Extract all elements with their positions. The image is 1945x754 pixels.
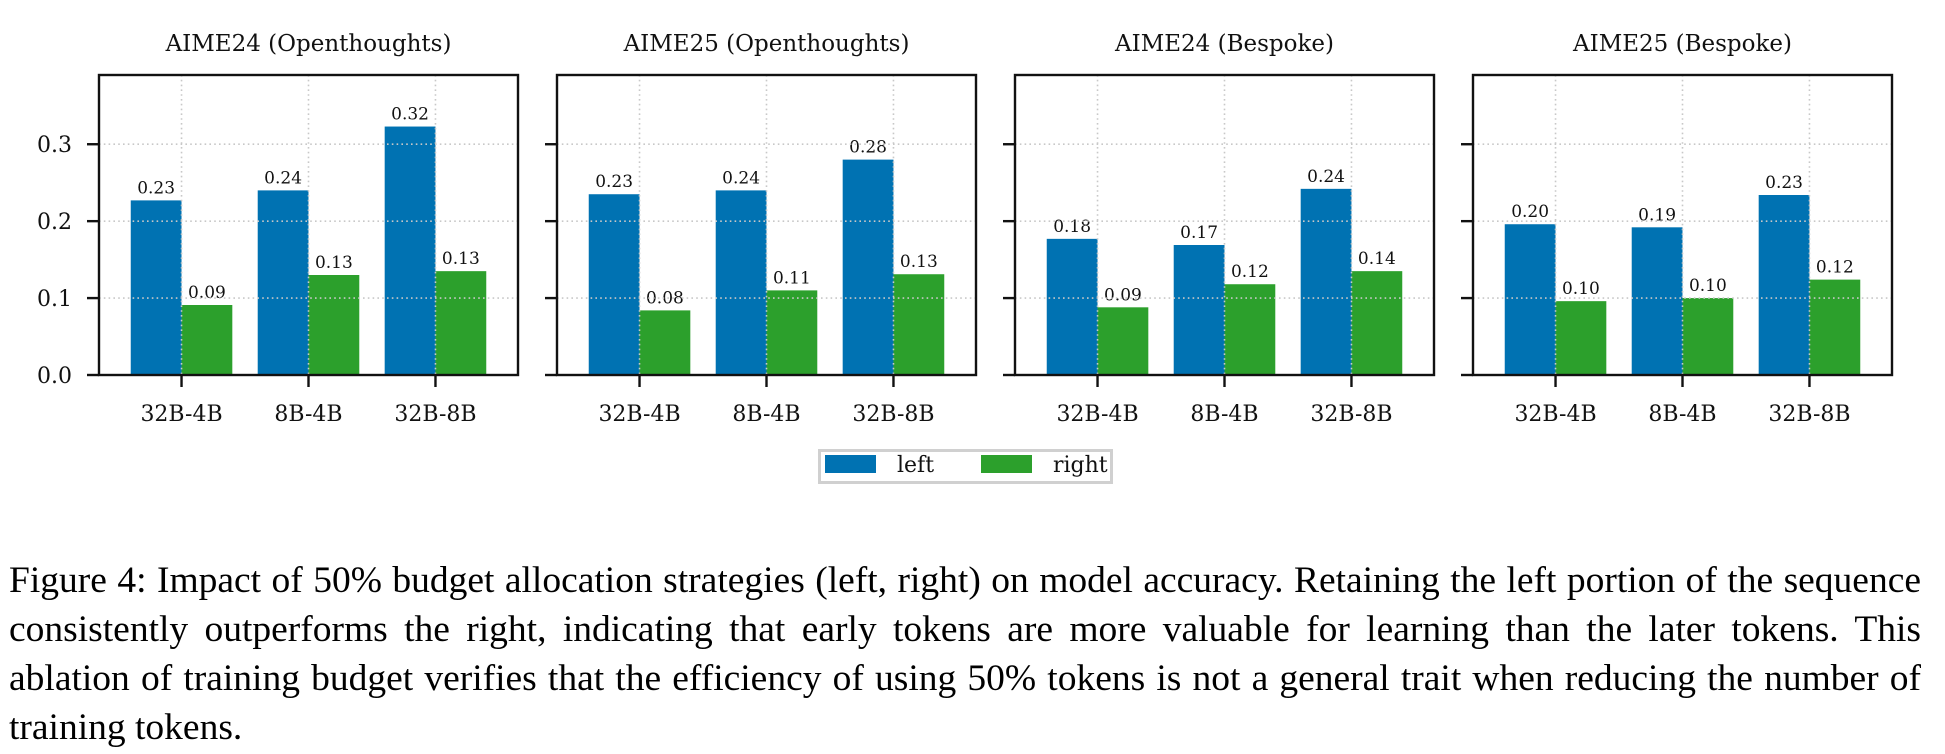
value-label: 0.11 bbox=[773, 268, 811, 288]
bar-left-8B-4B bbox=[1631, 227, 1683, 375]
bar-right-32B-4B bbox=[639, 310, 691, 375]
bar-left-32B-8B bbox=[384, 126, 436, 376]
bar-right-8B-4B bbox=[766, 290, 818, 375]
bar-right-32B-4B bbox=[181, 305, 233, 375]
bar-left-8B-4B bbox=[1173, 245, 1225, 375]
figure-caption: Figure 4: Impact of 50% budget allocatio… bbox=[9, 560, 1921, 748]
bar-left-8B-4B bbox=[715, 190, 767, 375]
y-tick-label: 0.3 bbox=[37, 133, 72, 158]
subplot-title: AIME25 (Openthoughts) bbox=[623, 31, 910, 57]
bar-left-32B-8B bbox=[1758, 195, 1810, 375]
value-label: 0.23 bbox=[137, 178, 175, 198]
legend-label-left: left bbox=[897, 453, 934, 478]
value-label: 0.24 bbox=[722, 168, 760, 188]
subplot-grid: AIME24 (Openthoughts) 0.23 0.24 0.32 0.09 0.1… bbox=[37, 31, 1894, 427]
subplot-2: AIME25 (Openthoughts) 0.23 0.24 0.28 0.08 0.1… bbox=[545, 31, 978, 427]
legend-swatch-left bbox=[825, 455, 876, 473]
x-tick-label: 32B-8B bbox=[394, 402, 476, 427]
value-label: 0.12 bbox=[1231, 262, 1269, 282]
value-label: 0.23 bbox=[1765, 173, 1803, 193]
bar-left-32B-4B bbox=[130, 200, 182, 375]
x-tick-label: 32B-8B bbox=[1768, 402, 1850, 427]
value-label: 0.20 bbox=[1511, 202, 1549, 222]
bar-right-32B-8B bbox=[1809, 279, 1861, 375]
value-label: 0.28 bbox=[849, 138, 887, 158]
bar-left-32B-4B bbox=[1046, 238, 1098, 375]
bar-left-32B-4B bbox=[588, 194, 640, 375]
x-tick-label: 8B-4B bbox=[274, 402, 342, 427]
value-label: 0.17 bbox=[1180, 223, 1218, 243]
value-label: 0.13 bbox=[900, 252, 938, 272]
x-tick-label: 8B-4B bbox=[732, 402, 800, 427]
value-label: 0.13 bbox=[442, 249, 480, 269]
bar-left-32B-4B bbox=[1504, 224, 1556, 375]
value-label: 0.09 bbox=[1104, 285, 1142, 305]
bar-right-32B-8B bbox=[893, 274, 945, 375]
subplot-1: AIME24 (Openthoughts) 0.23 0.24 0.32 0.09 0.1… bbox=[37, 31, 520, 427]
figure-chart: AIME24 (Openthoughts) 0.23 0.24 0.32 0.09 0.1… bbox=[37, 31, 1894, 484]
value-label: 0.10 bbox=[1562, 279, 1600, 299]
x-tick-label: 32B-8B bbox=[852, 402, 934, 427]
value-label: 0.19 bbox=[1638, 205, 1676, 225]
value-label: 0.24 bbox=[264, 168, 302, 188]
x-tick-label: 8B-4B bbox=[1648, 402, 1716, 427]
bar-left-8B-4B bbox=[257, 190, 309, 375]
bar-left-32B-8B bbox=[842, 159, 894, 375]
bar-right-32B-4B bbox=[1555, 301, 1607, 375]
subplot-title: AIME24 (Openthoughts) bbox=[165, 31, 452, 57]
legend: left right bbox=[818, 449, 1113, 484]
y-tick-label: 0.2 bbox=[37, 210, 72, 235]
bar-right-32B-8B bbox=[435, 271, 487, 375]
bar-right-32B-8B bbox=[1351, 271, 1403, 375]
value-label: 0.08 bbox=[646, 288, 684, 308]
value-label: 0.14 bbox=[1358, 249, 1396, 269]
value-label: 0.09 bbox=[188, 283, 226, 303]
x-tick-label: 8B-4B bbox=[1190, 402, 1258, 427]
y-tick-label: 0.1 bbox=[37, 287, 72, 312]
value-label: 0.18 bbox=[1053, 217, 1091, 237]
value-label: 0.24 bbox=[1307, 167, 1345, 187]
bar-right-32B-4B bbox=[1097, 307, 1149, 375]
bar-right-8B-4B bbox=[1224, 284, 1276, 375]
bar-left-32B-8B bbox=[1300, 188, 1352, 375]
x-tick-label: 32B-4B bbox=[598, 402, 680, 427]
value-label: 0.12 bbox=[1816, 258, 1854, 278]
subplot-4: AIME25 (Bespoke) 0.20 0.19 0.23 0.10 0.10 0.12… bbox=[1461, 31, 1894, 427]
value-label: 0.10 bbox=[1689, 276, 1727, 296]
bar-right-8B-4B bbox=[308, 275, 360, 375]
y-tick-label: 0.0 bbox=[37, 364, 72, 389]
value-label: 0.23 bbox=[595, 172, 633, 192]
legend-swatch-right bbox=[981, 455, 1032, 473]
value-label: 0.32 bbox=[391, 105, 429, 125]
x-tick-label: 32B-4B bbox=[140, 402, 222, 427]
subplot-3: AIME24 (Bespoke) 0.18 0.17 0.24 0.09 0.12 0.14… bbox=[1003, 31, 1436, 427]
x-tick-label: 32B-4B bbox=[1056, 402, 1138, 427]
legend-label-right: right bbox=[1053, 453, 1108, 478]
x-tick-label: 32B-8B bbox=[1310, 402, 1392, 427]
subplot-title: AIME24 (Bespoke) bbox=[1114, 31, 1334, 57]
value-label: 0.13 bbox=[315, 253, 353, 273]
bar-right-8B-4B bbox=[1682, 298, 1734, 375]
x-tick-label: 32B-4B bbox=[1514, 402, 1596, 427]
subplot-title: AIME25 (Bespoke) bbox=[1572, 31, 1792, 57]
